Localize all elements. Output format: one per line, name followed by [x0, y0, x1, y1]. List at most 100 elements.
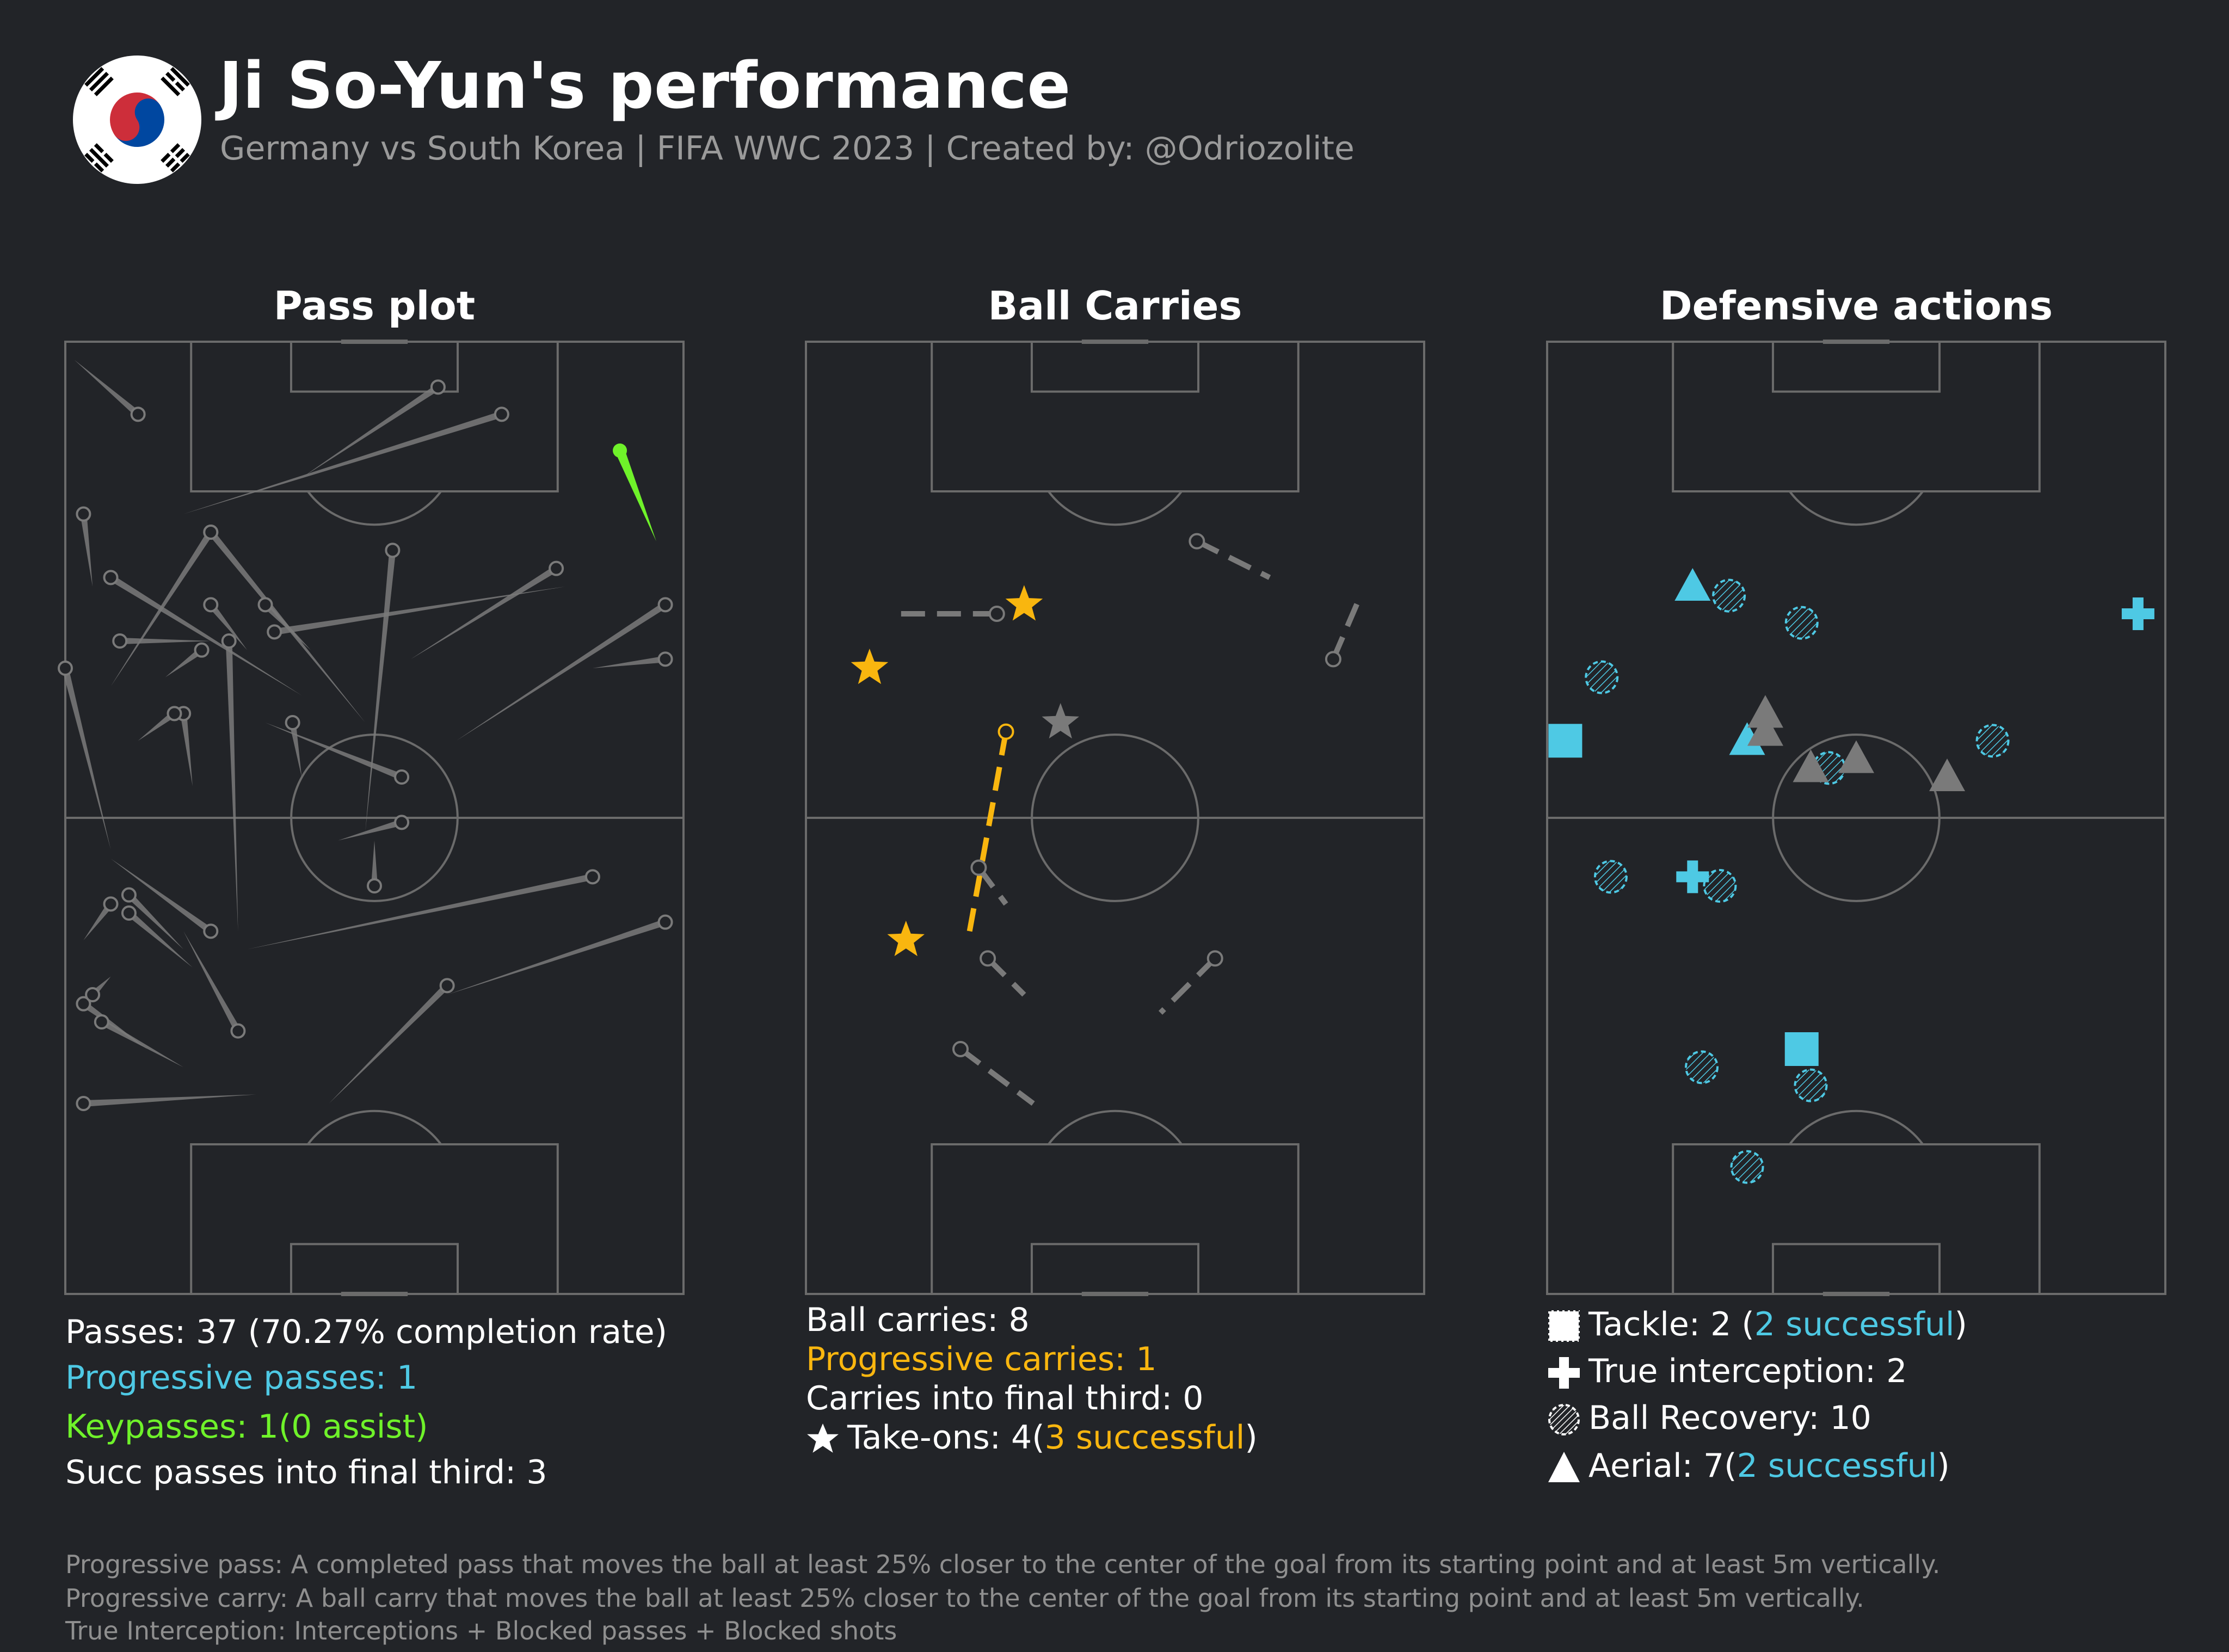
center-circle — [1772, 733, 1941, 902]
pass-line — [83, 1094, 256, 1107]
pass-line — [83, 902, 114, 940]
pass-plot-title: Pass plot — [273, 283, 476, 329]
pass-line — [338, 819, 403, 841]
pass-start-marker — [267, 624, 282, 640]
top-penalty-arc — [1048, 490, 1183, 526]
takeon-star — [1042, 703, 1079, 739]
aerial-triangle — [1747, 713, 1783, 746]
top-penalty-arc — [1789, 490, 1924, 526]
triangle-icon — [1548, 1452, 1580, 1483]
hatched-circle-icon — [1548, 1404, 1580, 1436]
footnote-progressive-pass: Progressive pass: A completed pass that … — [65, 1550, 1941, 1579]
carry-line — [966, 731, 1009, 932]
aerial-triangle — [1929, 759, 1966, 791]
pass-line — [225, 640, 238, 932]
pass-start-marker — [167, 706, 182, 722]
bottom-penalty-box — [1672, 1143, 2041, 1295]
bottom-penalty-box — [931, 1143, 1300, 1295]
pass-line — [74, 360, 140, 417]
carry-start-marker — [988, 606, 1005, 622]
carry-start-marker — [952, 1041, 969, 1057]
recovery-circle — [1685, 1050, 1719, 1084]
pass-start-marker — [657, 651, 673, 667]
pass-start-marker — [85, 987, 101, 1002]
top-six-yard-box — [1030, 341, 1200, 393]
aerial-triangle — [1729, 722, 1765, 755]
pass-line — [289, 722, 302, 777]
star-icon — [807, 1423, 839, 1453]
defensive-actions-marks — [1548, 568, 2154, 1184]
pass-start-marker — [58, 661, 73, 676]
pass-start-marker — [76, 506, 91, 522]
pass-line — [329, 983, 450, 1104]
final-third-carry-stat: Carries into final third: 0 — [806, 1379, 1204, 1417]
pass-line — [371, 840, 378, 886]
carry-start-marker — [970, 859, 987, 876]
recovery-circle — [1585, 660, 1619, 694]
pass-line — [274, 587, 565, 636]
plus-icon — [1548, 1357, 1580, 1389]
recovery-circle — [1975, 724, 2010, 758]
pass-line — [109, 575, 302, 695]
carry-start-marker — [980, 950, 996, 967]
bottom-six-yard-box — [1030, 1243, 1200, 1295]
recovery-circle — [1794, 1068, 1828, 1102]
pass-line — [265, 723, 403, 780]
carry-line — [1196, 539, 1271, 580]
pass-start-marker — [367, 878, 382, 893]
top-penalty-box — [1672, 341, 2041, 492]
pass-start-marker — [203, 597, 219, 613]
pass-line — [615, 448, 656, 541]
aerial-triangle — [1747, 695, 1783, 728]
pass-plot-pitch — [64, 340, 685, 1296]
bottom-penalty-arc — [307, 1109, 442, 1145]
page-title: Ji So-Yun's performance — [219, 48, 1071, 123]
bottom-six-yard-box — [290, 1243, 459, 1295]
pass-plot-marks — [58, 360, 673, 1111]
interception-plus — [1676, 860, 1709, 893]
pass-start-marker — [285, 715, 300, 730]
pass-count-stat: Passes: 37 (70.27% completion rate) — [65, 1313, 668, 1351]
recovery-circle — [1730, 1150, 1764, 1184]
pass-start-marker — [257, 597, 273, 613]
pass-line — [183, 931, 241, 1033]
footnote-true-interception: True Interception: Interceptions + Block… — [65, 1616, 897, 1645]
takeon-star — [1005, 585, 1043, 621]
pass-start-marker — [657, 914, 673, 930]
pass-line — [365, 550, 396, 831]
pass-line — [263, 602, 311, 650]
defensive-actions-pitch — [1546, 340, 2166, 1296]
carry-line — [959, 1046, 1035, 1106]
aerial-triangle — [1674, 568, 1711, 601]
carry-count-stat: Ball carries: 8 — [806, 1301, 1030, 1339]
bottom-penalty-box — [190, 1143, 559, 1295]
footnote-progressive-carry: Progressive carry: A ball carry that mov… — [65, 1583, 1864, 1613]
bottom-penalty-arc — [1048, 1109, 1183, 1145]
pass-line — [410, 565, 558, 659]
progressive-pass-stat: Progressive passes: 1 — [65, 1359, 418, 1397]
top-six-yard-box — [1771, 341, 1941, 393]
recovery-circle — [1703, 869, 1737, 903]
page-subtitle: Germany vs South Korea | FIFA WWC 2023 |… — [220, 130, 1354, 168]
recovery-circle — [1712, 578, 1746, 613]
pass-line — [126, 892, 184, 950]
pass-line — [165, 647, 204, 677]
pass-start-marker — [549, 560, 564, 576]
pass-start-marker — [394, 769, 410, 785]
takeons-stat: Take-ons: 4(3 successful) — [806, 1421, 1258, 1456]
pass-start-marker — [657, 597, 673, 613]
pass-line — [183, 411, 503, 514]
pass-line — [120, 638, 211, 644]
carry-line — [986, 956, 1026, 997]
pass-start-marker — [385, 543, 401, 558]
top-penalty-box — [931, 341, 1300, 492]
carry-start-marker — [1325, 651, 1341, 668]
pass-line — [447, 919, 667, 995]
pass-line — [208, 602, 248, 650]
carry-line — [1158, 956, 1217, 1015]
tackle-square — [1784, 1032, 1819, 1066]
carry-line — [1331, 594, 1363, 661]
interception-stat: True interception: 2 — [1547, 1355, 1907, 1390]
progressive-carry-stat: Progressive carries: 1 — [806, 1340, 1157, 1378]
